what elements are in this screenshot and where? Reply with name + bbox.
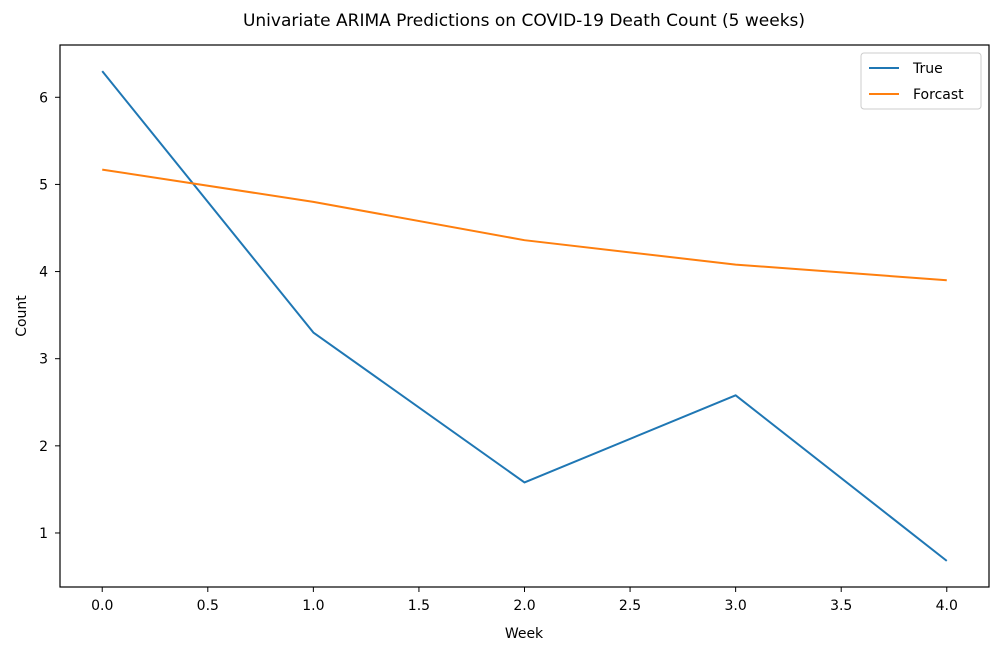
y-tick-label: 3	[39, 352, 48, 368]
chart-title: Univariate ARIMA Predictions on COVID-19…	[243, 11, 805, 31]
legend-label: Forcast	[913, 87, 964, 103]
y-tick-label: 2	[39, 439, 48, 455]
x-tick-label: 4.0	[936, 598, 958, 614]
x-tick-label: 1.5	[408, 598, 430, 614]
ticks-layer: 0.0 0.5 1.0 1.5 2.0 2.5 3.0 3.5 4.0 1 2 3 4 5 6	[39, 90, 958, 614]
x-axis-label: Week	[505, 626, 544, 642]
y-tick-label: 6	[39, 90, 48, 106]
x-tick-label: 3.5	[830, 598, 852, 614]
x-tick-label: 2.5	[619, 598, 641, 614]
x-tick-label: 0.0	[91, 598, 113, 614]
y-tick-label: 1	[39, 526, 48, 542]
legend: True Forcast	[860, 52, 982, 110]
series-line-true	[101, 70, 948, 562]
y-tick-label: 5	[39, 177, 48, 193]
x-tick-label: 0.5	[197, 598, 219, 614]
series-line-forcast	[102, 168, 947, 282]
y-axis-label: Count	[14, 295, 30, 337]
lines-layer	[101, 70, 948, 562]
x-tick-label: 2.0	[513, 598, 535, 614]
plot-frame	[59, 44, 990, 588]
x-tick-label: 3.0	[725, 598, 747, 614]
x-tick-label: 1.0	[302, 598, 324, 614]
y-tick-label: 4	[39, 265, 48, 281]
legend-label: True	[912, 61, 943, 77]
